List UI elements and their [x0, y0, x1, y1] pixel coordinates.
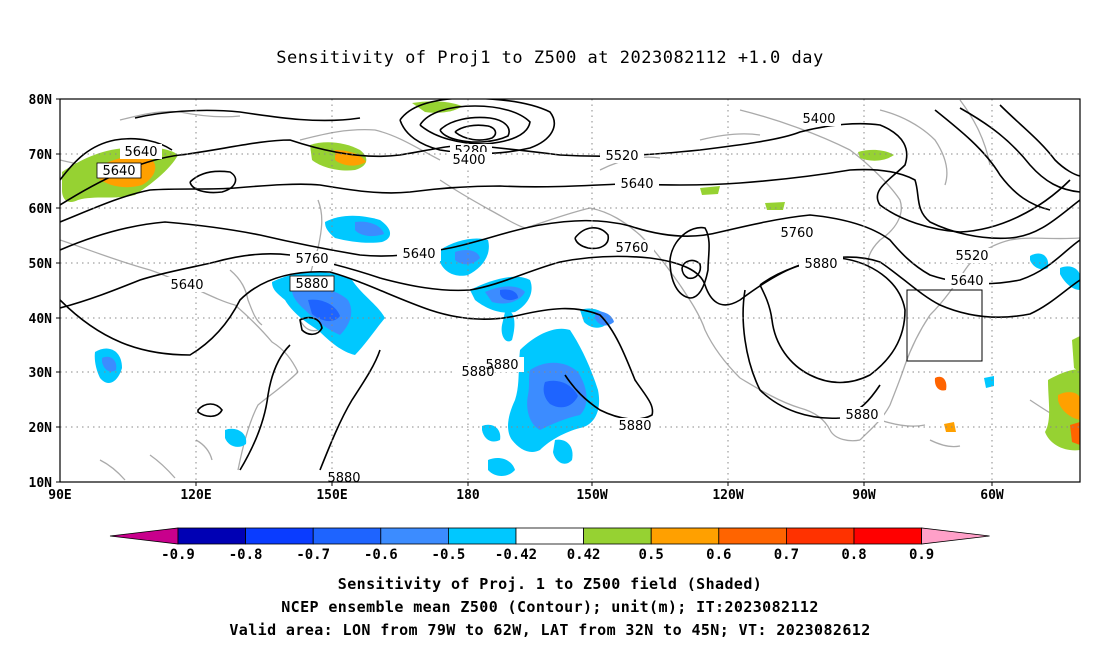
- contour-label: 5880: [289, 275, 335, 292]
- svg-text:5760: 5760: [780, 226, 813, 241]
- svg-text:5880: 5880: [845, 408, 878, 423]
- colorbar-high-end: [921, 527, 990, 545]
- svg-text:5880: 5880: [485, 358, 518, 373]
- svg-text:5880: 5880: [804, 257, 837, 272]
- contour-label: 5640: [96, 162, 142, 179]
- lat-label: 50N: [29, 257, 53, 272]
- svg-text:5640: 5640: [124, 145, 157, 160]
- colorbar-label: 0.42: [567, 547, 601, 563]
- contour-label: 5760: [610, 240, 654, 256]
- contour-label: 5880: [799, 256, 843, 272]
- lon-label: 90E: [48, 488, 71, 503]
- colorbar-label: -0.42: [495, 547, 537, 563]
- svg-text:5760: 5760: [295, 252, 328, 267]
- contour-label: 5880: [456, 365, 495, 380]
- lat-label: 60N: [29, 202, 53, 217]
- contour-label: 5880: [613, 418, 657, 434]
- caption-contour: NCEP ensemble mean Z500 (Contour); unit(…: [281, 598, 819, 616]
- colorbar-label: -0.7: [296, 547, 330, 563]
- contour-label: 5640: [945, 273, 989, 289]
- colorbar-label: -0.9: [161, 547, 195, 563]
- contour-label: 5400: [447, 152, 491, 168]
- lon-label: 60W: [980, 488, 1004, 503]
- colorbar-bin: [245, 527, 314, 545]
- svg-text:5640: 5640: [950, 274, 983, 289]
- lat-label: 40N: [29, 312, 53, 327]
- svg-text:5520: 5520: [955, 249, 988, 264]
- contour-label: 5880: [840, 407, 884, 423]
- contour-label: 5640: [615, 176, 659, 192]
- svg-text:5880: 5880: [618, 419, 651, 434]
- contour-label: 5640: [165, 277, 209, 293]
- colorbar-bin: [718, 527, 787, 545]
- contour-label: 5880: [322, 470, 366, 486]
- lat-label: 10N: [29, 476, 53, 491]
- lon-axis: 90E 120E 150E 180 150W 120W 90W 60W: [48, 482, 1004, 503]
- lon-label: 120W: [712, 488, 743, 503]
- colorbar-bin: [312, 527, 382, 545]
- colorbar-label: -0.5: [432, 547, 466, 563]
- colorbar-label: 0.6: [706, 547, 731, 563]
- colorbar-low-end: [109, 527, 179, 545]
- svg-text:5400: 5400: [802, 112, 835, 127]
- colorbar-bin: [583, 527, 652, 545]
- contour-label: 5400: [797, 111, 841, 127]
- contour-label-group: 5640 5640 5280 5400 5520 5640 5400 5640 …: [96, 111, 994, 486]
- svg-text:5640: 5640: [620, 177, 653, 192]
- colorbar-bin: [447, 527, 517, 545]
- svg-text:5880: 5880: [461, 365, 494, 380]
- caption-valid-area: Valid area: LON from 79W to 62W, LAT fro…: [229, 621, 871, 639]
- lat-label: 20N: [29, 421, 53, 436]
- colorbar-label: 0.5: [639, 547, 664, 563]
- svg-text:5400: 5400: [452, 153, 485, 168]
- contour-label: 5880: [480, 357, 524, 373]
- lat-label: 70N: [29, 148, 53, 163]
- lon-label: 180: [456, 488, 480, 503]
- colorbar-label: 0.9: [909, 547, 934, 563]
- lat-axis: 80N 70N 60N 50N 40N 30N 20N 10N: [29, 93, 60, 491]
- contour-label: 5520: [600, 148, 644, 164]
- lat-label: 80N: [29, 93, 53, 108]
- lon-label: 120E: [180, 488, 211, 503]
- colorbar-bin: [853, 527, 922, 545]
- contour-label: 5760: [290, 251, 334, 267]
- lon-label: 150E: [316, 488, 347, 503]
- colorbar-bin: [515, 527, 584, 545]
- colorbar-bin: [380, 527, 449, 545]
- colorbar-label: 0.7: [774, 547, 799, 563]
- contour-label: 5520: [950, 248, 994, 264]
- map-frame: [59, 98, 1081, 483]
- colorbar-bin: [786, 527, 855, 545]
- lon-label: 150W: [576, 488, 607, 503]
- svg-text:5880: 5880: [295, 277, 328, 292]
- svg-text:5640: 5640: [402, 247, 435, 262]
- colorbar-label: -0.6: [364, 547, 398, 563]
- contour-label: 5640: [120, 144, 162, 160]
- lon-label: 90W: [852, 488, 876, 503]
- map-title: Sensitivity of Proj1 to Z500 at 20230821…: [276, 48, 824, 68]
- colorbar-label: -0.8: [229, 547, 263, 563]
- contour-label: 5640: [397, 246, 441, 262]
- colorbar-bin: [650, 527, 720, 545]
- svg-text:5640: 5640: [102, 164, 135, 179]
- contour-label: 5760: [775, 225, 819, 241]
- valid-area-box: [906, 289, 983, 362]
- caption-shading: Sensitivity of Proj. 1 to Z500 field (Sh…: [337, 575, 763, 593]
- svg-text:5760: 5760: [615, 241, 648, 256]
- colorbar: -0.9 -0.8 -0.7 -0.6 -0.5 -0.42 0.42 0.5 0.6 0.7 0.…: [109, 527, 990, 563]
- svg-text:5640: 5640: [170, 278, 203, 293]
- svg-text:5520: 5520: [605, 149, 638, 164]
- colorbar-bin: [177, 527, 246, 545]
- lat-label: 30N: [29, 366, 53, 381]
- colorbar-label: 0.8: [841, 547, 866, 563]
